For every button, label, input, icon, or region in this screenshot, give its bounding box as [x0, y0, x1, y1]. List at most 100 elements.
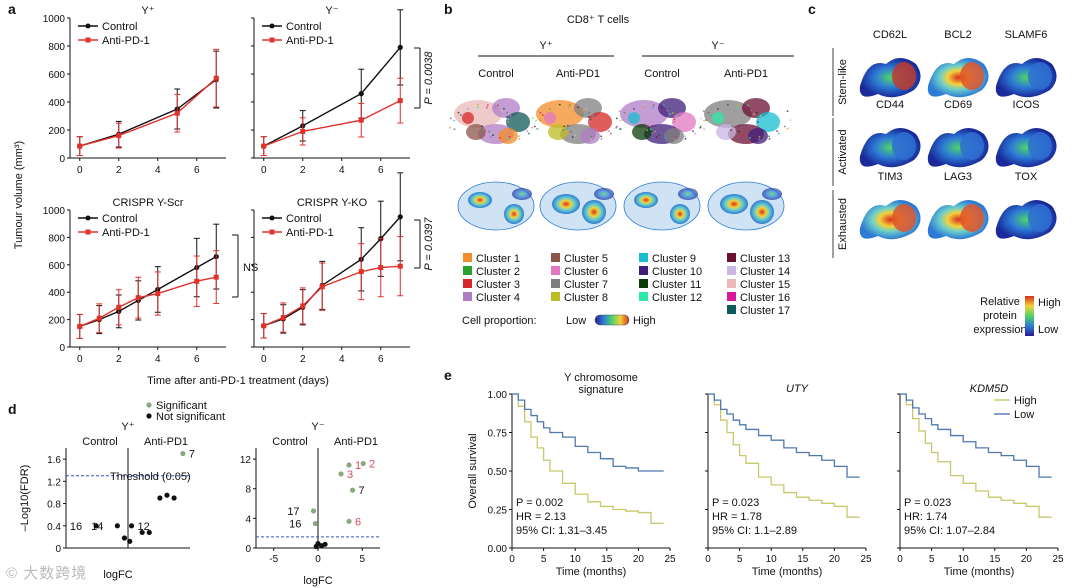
cell-dot: [506, 111, 508, 114]
point-label: 6: [355, 516, 361, 528]
cell-dot: [702, 110, 705, 113]
cell-dot: [567, 132, 570, 135]
cell-dot: [541, 114, 544, 116]
cell-dot: [739, 136, 742, 138]
umap-column-label: Control: [644, 68, 679, 80]
cell-dot: [709, 114, 712, 116]
cluster-label: Cluster 1: [476, 253, 520, 265]
y-tick-label: 0.50: [488, 467, 508, 478]
cell-dot: [674, 135, 677, 138]
x-tick-label: 20: [633, 554, 645, 565]
cell-dot: [642, 106, 645, 109]
legend-marker-anti: [269, 229, 275, 235]
umap-plot: [699, 98, 792, 144]
cell-dot: [717, 107, 719, 110]
volcano-point: [346, 462, 352, 468]
cluster-blob: [628, 112, 640, 124]
data-point: [116, 133, 122, 139]
control-label: Control: [82, 436, 117, 448]
point-label: 12: [138, 521, 150, 533]
cell-dot: [663, 104, 665, 107]
density-hotspot: [762, 188, 782, 200]
cell-dot: [558, 103, 561, 106]
cell-dot: [531, 117, 534, 120]
cell-dot: [608, 130, 610, 133]
cell-dot: [749, 137, 751, 139]
cell-dot: [783, 125, 786, 128]
cluster-swatch: [727, 292, 736, 301]
panel-label-a: a: [8, 1, 16, 17]
cell-dot: [736, 104, 739, 107]
subplot-title: CRISPR Y-Scr: [113, 197, 184, 209]
expression-lobe: [892, 132, 916, 160]
legend-high-label: High: [1014, 395, 1037, 407]
cell-dot: [789, 119, 792, 121]
expression-lobe: [892, 62, 916, 90]
cluster-swatch: [551, 292, 560, 301]
proportion-low: Low: [566, 315, 586, 327]
y-tick-label: 0.8: [47, 500, 61, 511]
legend-nonsig-marker: [146, 413, 152, 419]
umap-plot: [449, 98, 542, 144]
cell-dot: [675, 115, 678, 117]
cell-dot: [449, 126, 452, 129]
cell-dot: [528, 132, 530, 135]
cell-dot: [778, 132, 780, 135]
km-ci: 95% CI: 1.31–3.45: [516, 525, 607, 537]
cell-dot: [652, 104, 655, 107]
cell-dot: [600, 135, 603, 138]
cluster-blob: [712, 112, 724, 124]
data-point: [213, 274, 219, 280]
x-tick-label: 5: [360, 554, 366, 565]
data-point: [77, 323, 83, 329]
x-tick-label: 4: [339, 165, 345, 176]
volcano-point: [128, 523, 135, 529]
point-label: 14: [91, 521, 103, 533]
x-tick-label: 20: [829, 554, 841, 565]
y-tick-label: 400: [48, 98, 65, 109]
x-axis-label: logFC: [103, 569, 132, 581]
volcano-point: [93, 523, 99, 529]
cell-dot: [499, 137, 501, 139]
volcano-point: [127, 538, 133, 544]
volcano-point: [313, 543, 319, 550]
y-tick-label: 0.75: [488, 429, 508, 440]
volcano-point: [338, 471, 344, 477]
volcano-point: [312, 520, 318, 527]
expression-umap: [927, 128, 989, 168]
data-point: [358, 117, 364, 123]
y-tick-label: 0: [59, 343, 65, 354]
data-point: [319, 284, 325, 290]
marker-label: SLAMF6: [1005, 29, 1048, 41]
cell-dot: [726, 103, 729, 106]
x-tick-label: 0: [261, 354, 267, 365]
cell-dot: [476, 106, 479, 109]
point-label: 1: [355, 460, 361, 472]
cluster-blob: [672, 112, 696, 132]
cluster-swatch: [551, 266, 560, 275]
cell-dot: [649, 128, 652, 131]
row-label: Stem-like: [837, 59, 849, 105]
point-label: 2: [369, 459, 375, 471]
cell-dot: [669, 113, 671, 116]
cell-dot: [703, 128, 706, 131]
cell-dot: [753, 107, 755, 110]
cell-dot: [589, 121, 591, 123]
cell-dot: [588, 115, 590, 118]
subplot-title: CRISPR Y-KO: [297, 197, 368, 209]
cluster-label: Cluster 7: [564, 279, 608, 291]
cell-dot: [747, 104, 749, 107]
data-point: [155, 291, 161, 297]
cell-dot: [480, 129, 482, 132]
legend-label-anti: Anti-PD-1: [102, 35, 150, 47]
cell-dot: [492, 134, 495, 137]
cell-dot: [658, 134, 661, 137]
point-label: 7: [189, 449, 195, 461]
expression-lobe: [960, 62, 984, 90]
umap-plot: [615, 98, 708, 144]
cell-dot: [590, 138, 592, 141]
cell-dot: [666, 109, 669, 112]
cluster-blob: [748, 128, 768, 144]
cluster-label: Cluster 8: [564, 292, 608, 304]
cluster-blob: [466, 124, 486, 140]
